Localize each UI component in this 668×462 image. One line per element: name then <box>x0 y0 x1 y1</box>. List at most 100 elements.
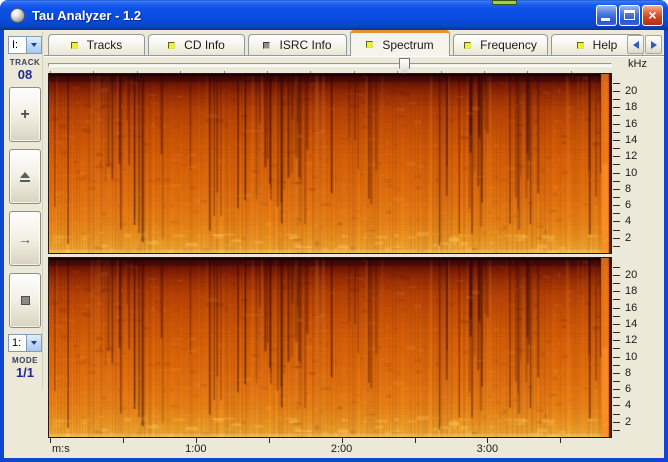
khz-tick <box>613 364 620 366</box>
tab-tracks[interactable]: Tracks <box>48 34 145 55</box>
minimize-icon <box>601 18 610 21</box>
drive-select[interactable]: I: <box>8 36 42 54</box>
add-button[interactable]: + <box>9 87 41 142</box>
tab-bar: Tracks CD Info ISRC Info Spectrum Frequency H… <box>44 30 664 56</box>
khz-tick <box>613 139 620 141</box>
khz-tick <box>613 99 620 101</box>
slider-tick <box>93 71 95 74</box>
slider-tick <box>527 71 529 74</box>
khz-tick <box>613 131 620 133</box>
stop-button[interactable] <box>9 273 41 328</box>
time-tick <box>341 438 343 443</box>
slider-tick <box>353 71 355 74</box>
tab-scroll-left-button[interactable] <box>627 35 644 54</box>
yellow-flag-icon <box>576 41 584 49</box>
spectrogram-canvas-right <box>49 258 611 437</box>
khz-tick-label: 16 <box>625 117 638 130</box>
khz-tick <box>613 123 620 125</box>
khz-tick-label: 10 <box>625 350 638 363</box>
slider-tick <box>397 71 399 74</box>
app-icon <box>10 7 25 23</box>
tab-isrc-info[interactable]: ISRC Info <box>248 34 347 55</box>
sidebar-panel: I: TRACK 08 + → 1: MODE 1/1 <box>5 32 43 390</box>
khz-tick <box>613 356 620 358</box>
position-slider-track[interactable] <box>48 63 612 67</box>
title-bar[interactable]: Tau Analyzer - 1.2 × <box>0 0 668 30</box>
tab-scroll-right-button[interactable] <box>645 35 662 54</box>
close-button[interactable]: × <box>642 5 663 26</box>
tab-label: Tracks <box>86 38 123 52</box>
khz-tick <box>613 421 620 423</box>
khz-tick <box>613 205 620 207</box>
tab-label: Help <box>592 38 618 52</box>
khz-tick <box>613 156 620 158</box>
minimize-button[interactable] <box>596 5 617 26</box>
khz-tick <box>613 380 620 382</box>
position-slider-thumb[interactable] <box>399 58 411 74</box>
tab-cd-info[interactable]: CD Info <box>148 34 245 55</box>
time-tick <box>195 438 197 443</box>
window-title: Tau Analyzer - 1.2 <box>32 7 142 23</box>
time-axis-unit-label: m:s <box>52 443 70 455</box>
tab-label: Spectrum <box>382 37 434 52</box>
spectrum-panel: kHz 2 4 6 8 10 12 14 16 18 20 2 4 6 8 10 12 14 16 18 20 m:… <box>44 56 664 458</box>
time-tick-label: 1:00 <box>185 443 207 455</box>
background-window-fragment <box>492 0 517 5</box>
khz-tick <box>613 245 620 247</box>
stop-square-icon <box>20 296 30 305</box>
chevron-down-icon <box>31 43 37 47</box>
khz-tick <box>613 107 620 109</box>
maximize-button[interactable] <box>619 5 640 26</box>
mode-label: MODE <box>12 356 38 365</box>
khz-tick <box>613 90 620 92</box>
window-content: I: TRACK 08 + → 1: MODE 1/1 Tracks CD Info… <box>4 30 664 458</box>
khz-tick-label: 4 <box>625 399 632 412</box>
eject-button[interactable] <box>9 149 41 204</box>
plus-icon: + <box>20 105 30 123</box>
track-number: 08 <box>17 67 33 82</box>
khz-tick <box>613 340 620 342</box>
khz-tick <box>613 164 620 166</box>
drive-select-dropdown-button[interactable] <box>26 37 41 53</box>
khz-tick <box>613 82 620 84</box>
khz-tick-label: 8 <box>625 366 632 379</box>
khz-tick <box>613 307 620 309</box>
slider-tick <box>50 71 51 74</box>
left-arrow-icon <box>632 40 639 49</box>
tab-scroll-buttons <box>626 35 662 54</box>
slider-tick <box>223 71 225 74</box>
slider-tick <box>267 71 268 74</box>
khz-axis-channel-1: 2 4 6 8 10 12 14 16 18 20 <box>613 73 663 254</box>
slider-tick <box>570 71 572 74</box>
time-tick <box>414 438 416 443</box>
tab-label: Frequency <box>480 38 537 52</box>
tab-label: CD Info <box>184 38 225 52</box>
forward-button[interactable]: → <box>9 211 41 266</box>
tab-spectrum[interactable]: Spectrum <box>350 30 450 56</box>
slider-tick <box>310 71 312 74</box>
time-tick <box>122 438 124 443</box>
tab-frequency[interactable]: Frequency <box>453 34 548 55</box>
time-tick <box>487 438 489 443</box>
time-axis: m:s 1:00 2:00 3:00 <box>48 438 664 459</box>
khz-tick <box>613 397 620 399</box>
slider-tick <box>136 71 138 74</box>
khz-tick <box>613 323 620 325</box>
khz-tick-label: 20 <box>625 268 638 281</box>
khz-tick-label: 18 <box>625 101 638 114</box>
tab-help[interactable]: Help <box>551 34 643 55</box>
right-arrow-icon: → <box>18 230 32 247</box>
khz-tick <box>613 315 620 317</box>
mode-select-dropdown-button[interactable] <box>26 335 41 351</box>
mode-select[interactable]: 1: <box>8 334 42 352</box>
slider-tick <box>180 71 182 74</box>
right-arrow-icon <box>650 40 657 49</box>
khz-tick <box>613 291 620 293</box>
khz-tick-label: 16 <box>625 301 638 314</box>
yellow-flag-icon <box>464 41 472 49</box>
khz-unit-label: kHz <box>628 58 647 70</box>
time-tick <box>268 438 270 443</box>
khz-tick-label: 10 <box>625 166 638 179</box>
yellow-flag-icon <box>168 41 176 49</box>
khz-tick <box>613 148 620 149</box>
